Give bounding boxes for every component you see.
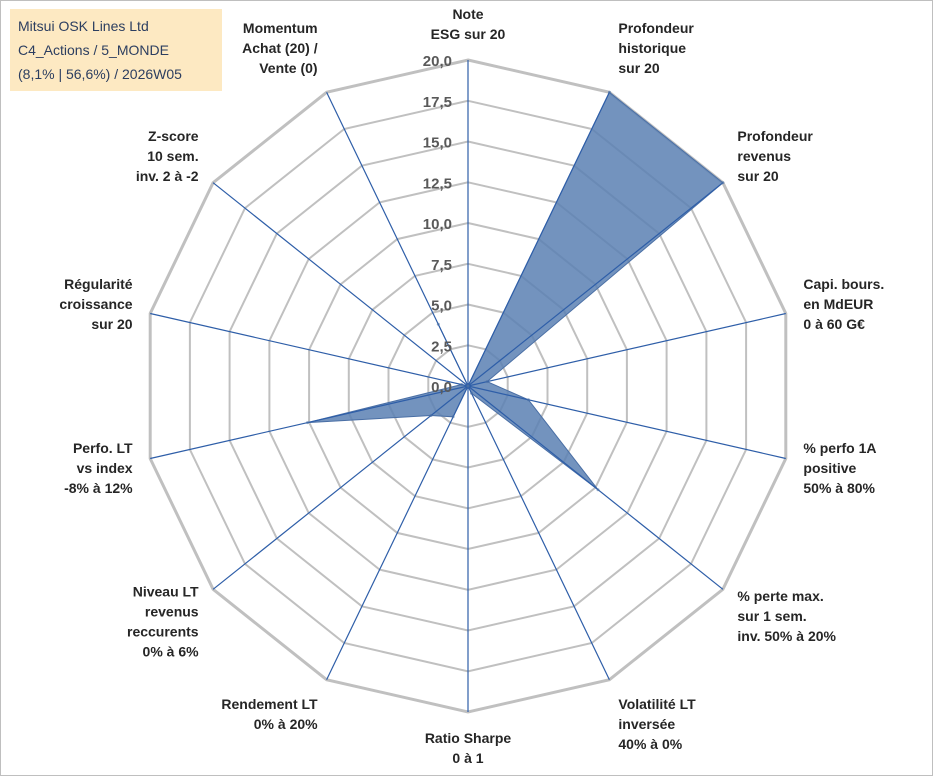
tick-label: 17,5 [423,94,452,111]
data-point [721,181,725,185]
data-point [596,488,600,492]
axis-label: Ratio Sharpe 0 à 1 [425,730,512,766]
data-point [306,421,309,425]
axis-label: % perfo 1A positive 50% à 80% [803,440,876,496]
axis-label-line: 0 à 60 G€ [803,316,865,332]
axis-spoke [212,385,469,590]
axis-spoke [326,92,469,387]
axis-label-line: -8% à 12% [64,480,133,496]
tick-label: 15,0 [423,135,452,152]
axis-label-line: en MdEUR [803,296,873,312]
axis-label-line: inv. 2 à -2 [136,168,199,184]
axis-spoke [150,312,469,387]
axis-label-line: Capi. bours. [803,276,884,292]
axis-spoke [467,182,724,387]
axis-label: Perfo. LT vs index -8% à 12% [64,440,133,496]
axis-label-line: ESG sur 20 [431,26,506,42]
tick-label: 0,0 [431,379,452,396]
axis-label-line: croissance [59,296,132,312]
axis-label-line: positive [803,460,856,476]
axis-label: Régularité croissance sur 20 [59,276,132,332]
axis-label-line: Niveau LT [133,584,199,600]
axis-label-line: Rendement LT [221,696,318,712]
axis-label-line: 0 à 1 [452,750,483,766]
axis-label-line: Z-score [148,128,199,144]
tick-label: 7,5 [431,257,452,274]
axis-label-line: Ratio Sharpe [425,730,512,746]
axis-label-line: Profondeur [618,20,694,36]
axis-label: Rendement LT 0% à 20% [221,696,318,732]
axis-label-line: sur 1 sem. [737,608,806,624]
radar-spokes [150,60,786,712]
axis-label-line: sur 20 [737,168,778,184]
data-point [470,391,473,395]
axis-label: Niveau LT revenus reccurents 0% à 6% [127,584,199,660]
data-point [607,90,611,94]
axis-label: Volatilité LT inversée 40% à 0% [618,696,696,752]
axis-label-line: Volatilité LT [618,696,696,712]
axis-label-line: sur 20 [91,316,132,332]
tick-label: 12,5 [423,175,452,192]
data-point [466,384,470,388]
axis-label: Z-score 10 sem. inv. 2 à -2 [136,128,199,184]
axis-spoke [467,312,786,387]
axis-label-line: Note [452,6,483,22]
axis-label-line: Vente (0) [259,60,317,76]
category-label: C4_Actions / 5_MONDE [18,42,169,58]
axis-spoke [467,385,610,680]
axis-label-line: 10 sem. [147,148,198,164]
data-point [451,415,455,419]
data-point [429,414,433,417]
axis-label-line: Profondeur [737,128,813,144]
axis-label-line: historique [618,40,686,56]
tick-label: 20,0 [423,53,452,70]
axis-label-line: inv. 50% à 20% [737,628,836,644]
axis-label-line: 40% à 0% [618,736,682,752]
tick-label: 10,0 [423,216,452,233]
data-point [460,383,464,386]
company-name: Mitsui OSK Lines Ltd [18,18,149,34]
tick-label: 2,5 [431,338,452,355]
axis-spoke [467,385,724,590]
axis-label-line: 50% à 80% [803,480,875,496]
axis-spoke [467,385,786,460]
chart-info-box: Mitsui OSK Lines Ltd C4_Actions / 5_MOND… [10,9,222,91]
axis-label-line: revenus [737,148,791,164]
axis-label-line: % perte max. [737,588,823,604]
tick-label: 5,0 [431,298,452,315]
axis-label-line: reccurents [127,624,199,640]
axis-label-line: vs index [77,460,133,476]
data-point [436,322,440,326]
axis-label-line: 0% à 6% [143,644,200,660]
axis-spoke [212,182,469,387]
axis-label-line: Perfo. LT [73,440,133,456]
axis-label-line: % perfo 1A [803,440,876,456]
axis-spoke [150,385,469,460]
axis-spoke [467,92,610,387]
data-point [526,398,530,402]
stats-label: (8,1% | 56,6%) / 2026W05 [18,66,182,82]
axis-label: Momentum Achat (20) / Vente (0) [242,20,318,76]
data-point [485,380,489,384]
axis-label-line: Momentum [243,20,318,36]
axis-label: Capi. bours. en MdEUR 0 à 60 G€ [803,276,884,332]
axis-label-line: revenus [145,604,199,620]
axis-label: % perte max. sur 1 sem. inv. 50% à 20% [737,588,836,644]
axis-label-line: inversée [618,716,675,732]
axis-label: Note ESG sur 20 [431,6,506,42]
axis-label-line: Régularité [64,276,133,292]
axis-label: Profondeur revenus sur 20 [737,128,813,184]
axis-label-line: Achat (20) / [242,40,318,56]
axis-label: Profondeur historique sur 20 [618,20,694,76]
axis-label-line: sur 20 [618,60,659,76]
axis-spoke [326,385,469,680]
axis-label-line: 0% à 20% [254,716,318,732]
